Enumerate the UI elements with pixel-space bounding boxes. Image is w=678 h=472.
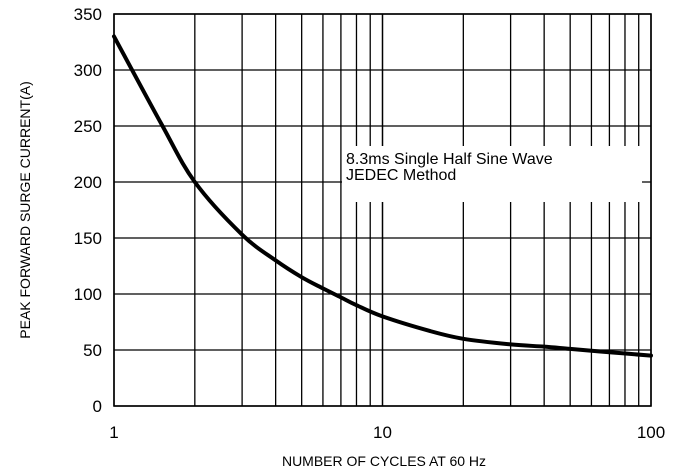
plot-frame xyxy=(113,13,652,407)
y-tick-label: 350 xyxy=(74,5,102,24)
y-tick-label: 100 xyxy=(74,285,102,304)
x-axis-title: NUMBER OF CYCLES AT 60 Hz xyxy=(282,453,486,469)
tick-labels: 0 50 100 150 200 250 300 350 1 10 100 xyxy=(74,5,666,442)
x-tick-label: 100 xyxy=(637,423,665,442)
annotation-line-2: JEDEC Method xyxy=(346,167,456,184)
annotation-background xyxy=(342,146,642,202)
y-tick-label: 150 xyxy=(74,229,102,248)
x-tick-label: 10 xyxy=(373,423,392,442)
y-axis-title: PEAK FORWARD SURGE CURRENT(A) xyxy=(17,81,33,338)
surge-current-curve xyxy=(112,34,653,358)
y-tick-label: 300 xyxy=(74,61,102,80)
y-tick-label: 200 xyxy=(74,173,102,192)
data-series xyxy=(112,34,653,358)
y-tick-label: 0 xyxy=(93,397,102,416)
x-tick-label: 1 xyxy=(109,423,118,442)
y-tick-label: 50 xyxy=(83,341,102,360)
annotation-line-1: 8.3ms Single Half Sine Wave xyxy=(346,151,553,168)
y-tick-label: 250 xyxy=(74,117,102,136)
